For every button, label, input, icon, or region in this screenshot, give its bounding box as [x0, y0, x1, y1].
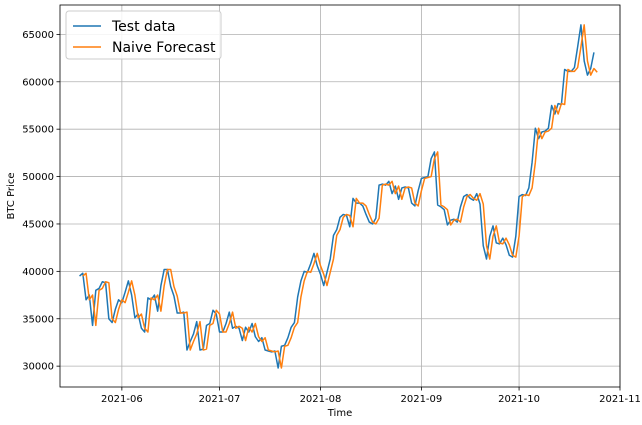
legend-box: [65, 10, 222, 60]
series-layer: [79, 24, 598, 369]
plot-frame: [59, 4, 621, 388]
y-tick-label: 55000: [22, 125, 54, 136]
y-tick-label: 30000: [22, 362, 54, 373]
y-tick-label: 60000: [22, 77, 54, 88]
series-line-naive-forecast: [82, 24, 598, 369]
series-line-test-data: [79, 24, 595, 369]
x-tick-label: 2021-07: [199, 394, 241, 405]
y-tick-label: 45000: [22, 219, 54, 230]
axis-ticks: 2021-06 2021-07 2021-08 2021-09 2021-10 2021-…: [22, 30, 641, 405]
y-tick-label: 65000: [22, 30, 54, 41]
x-tick-label: 2021-09: [400, 394, 442, 405]
legend-label-naive-forecast: Naive Forecast: [112, 40, 216, 56]
y-tick-label: 50000: [22, 172, 54, 183]
x-tick-label: 2021-10: [498, 394, 540, 405]
x-tick-label: 2021-08: [300, 394, 342, 405]
y-tick-label: 40000: [22, 267, 54, 278]
x-axis-label: Time: [327, 408, 352, 419]
x-tick-label: 2021-06: [101, 394, 143, 405]
x-tick-label: 2021-11: [599, 394, 641, 405]
legend: Test data Naive Forecast: [65, 10, 222, 60]
y-axis-label: BTC Price: [6, 173, 17, 220]
y-tick-label: 35000: [22, 314, 54, 325]
legend-label-test-data: Test data: [111, 19, 176, 35]
